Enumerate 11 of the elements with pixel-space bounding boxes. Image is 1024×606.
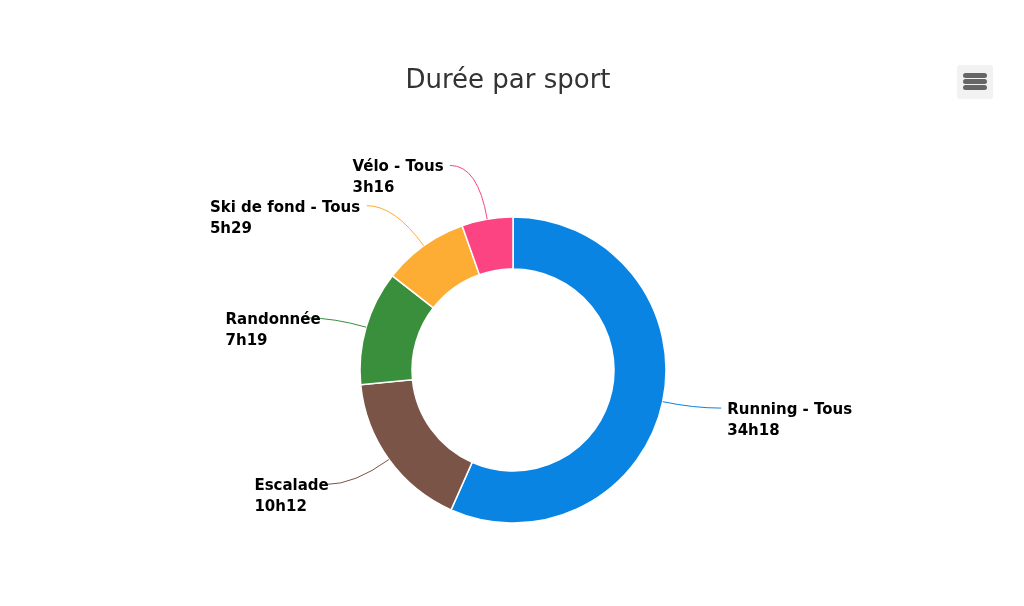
slice-label: Randonnée [225,309,321,328]
data-label: 34h18 [727,421,780,440]
slice-label: Ski de fond - Tous [209,197,361,216]
data-label: 3h16 [352,178,395,197]
slice-label: Escalade [254,476,329,495]
data-label: 10h12 [254,497,307,516]
data-label: 5h29 [209,218,252,237]
slice-label: Vélo - Tous [352,157,444,176]
chart-title: Durée par sport [405,64,611,94]
slice-label: Running - Tous [727,400,853,419]
data-label: 7h19 [225,330,268,349]
